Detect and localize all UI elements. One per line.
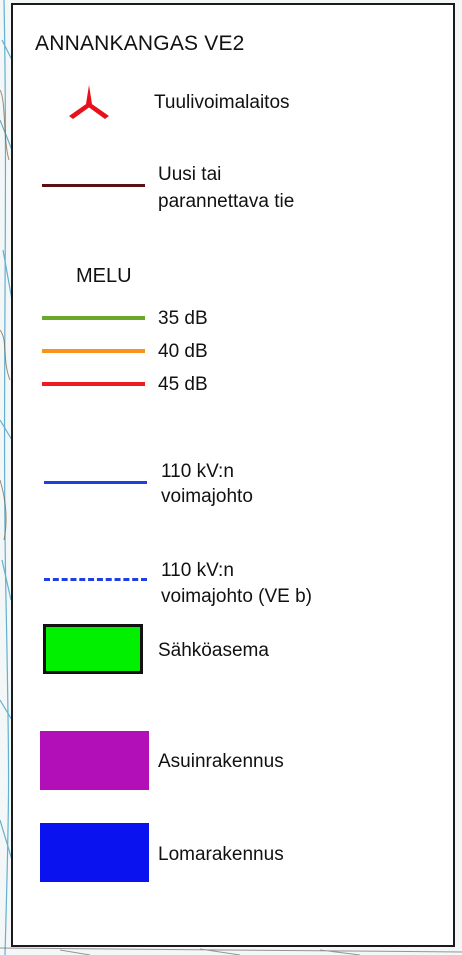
power-line-label-line2: voimajohto (161, 486, 253, 507)
noise-heading: MELU (76, 265, 132, 287)
noise-45db-label: 45 dB (158, 374, 208, 395)
legend-panel: ANNANKANGAS VE2 Tuulivoimalaitos Uusi ta… (11, 3, 455, 947)
power-line-label-line1: 110 kV:n (161, 461, 234, 482)
road-label-line1: Uusi tai (158, 164, 222, 185)
residential-symbol (40, 731, 149, 790)
noise-35db-line (42, 316, 145, 320)
legend-title: ANNANKANGAS VE2 (35, 32, 245, 55)
road-label-line2: parannettava tie (158, 191, 295, 212)
noise-40db-label: 40 dB (158, 341, 208, 362)
holiday-symbol (40, 823, 149, 882)
noise-40db-line (42, 349, 145, 353)
holiday-label: Lomarakennus (158, 844, 284, 865)
power-line-alt-label-line1: 110 kV:n (161, 560, 234, 581)
noise-45db-line (42, 382, 145, 386)
residential-label: Asuinrakennus (158, 751, 284, 772)
wind-turbine-icon (69, 85, 109, 119)
power-line-symbol (44, 481, 147, 484)
substation-symbol (43, 624, 143, 674)
turbine-label: Tuulivoimalaitos (154, 92, 290, 113)
noise-35db-label: 35 dB (158, 308, 208, 329)
substation-label: Sähköasema (158, 640, 269, 661)
road-line-symbol (42, 184, 145, 187)
power-line-alt-symbol (44, 578, 147, 581)
power-line-alt-label-line2: voimajohto (VE b) (161, 586, 313, 607)
